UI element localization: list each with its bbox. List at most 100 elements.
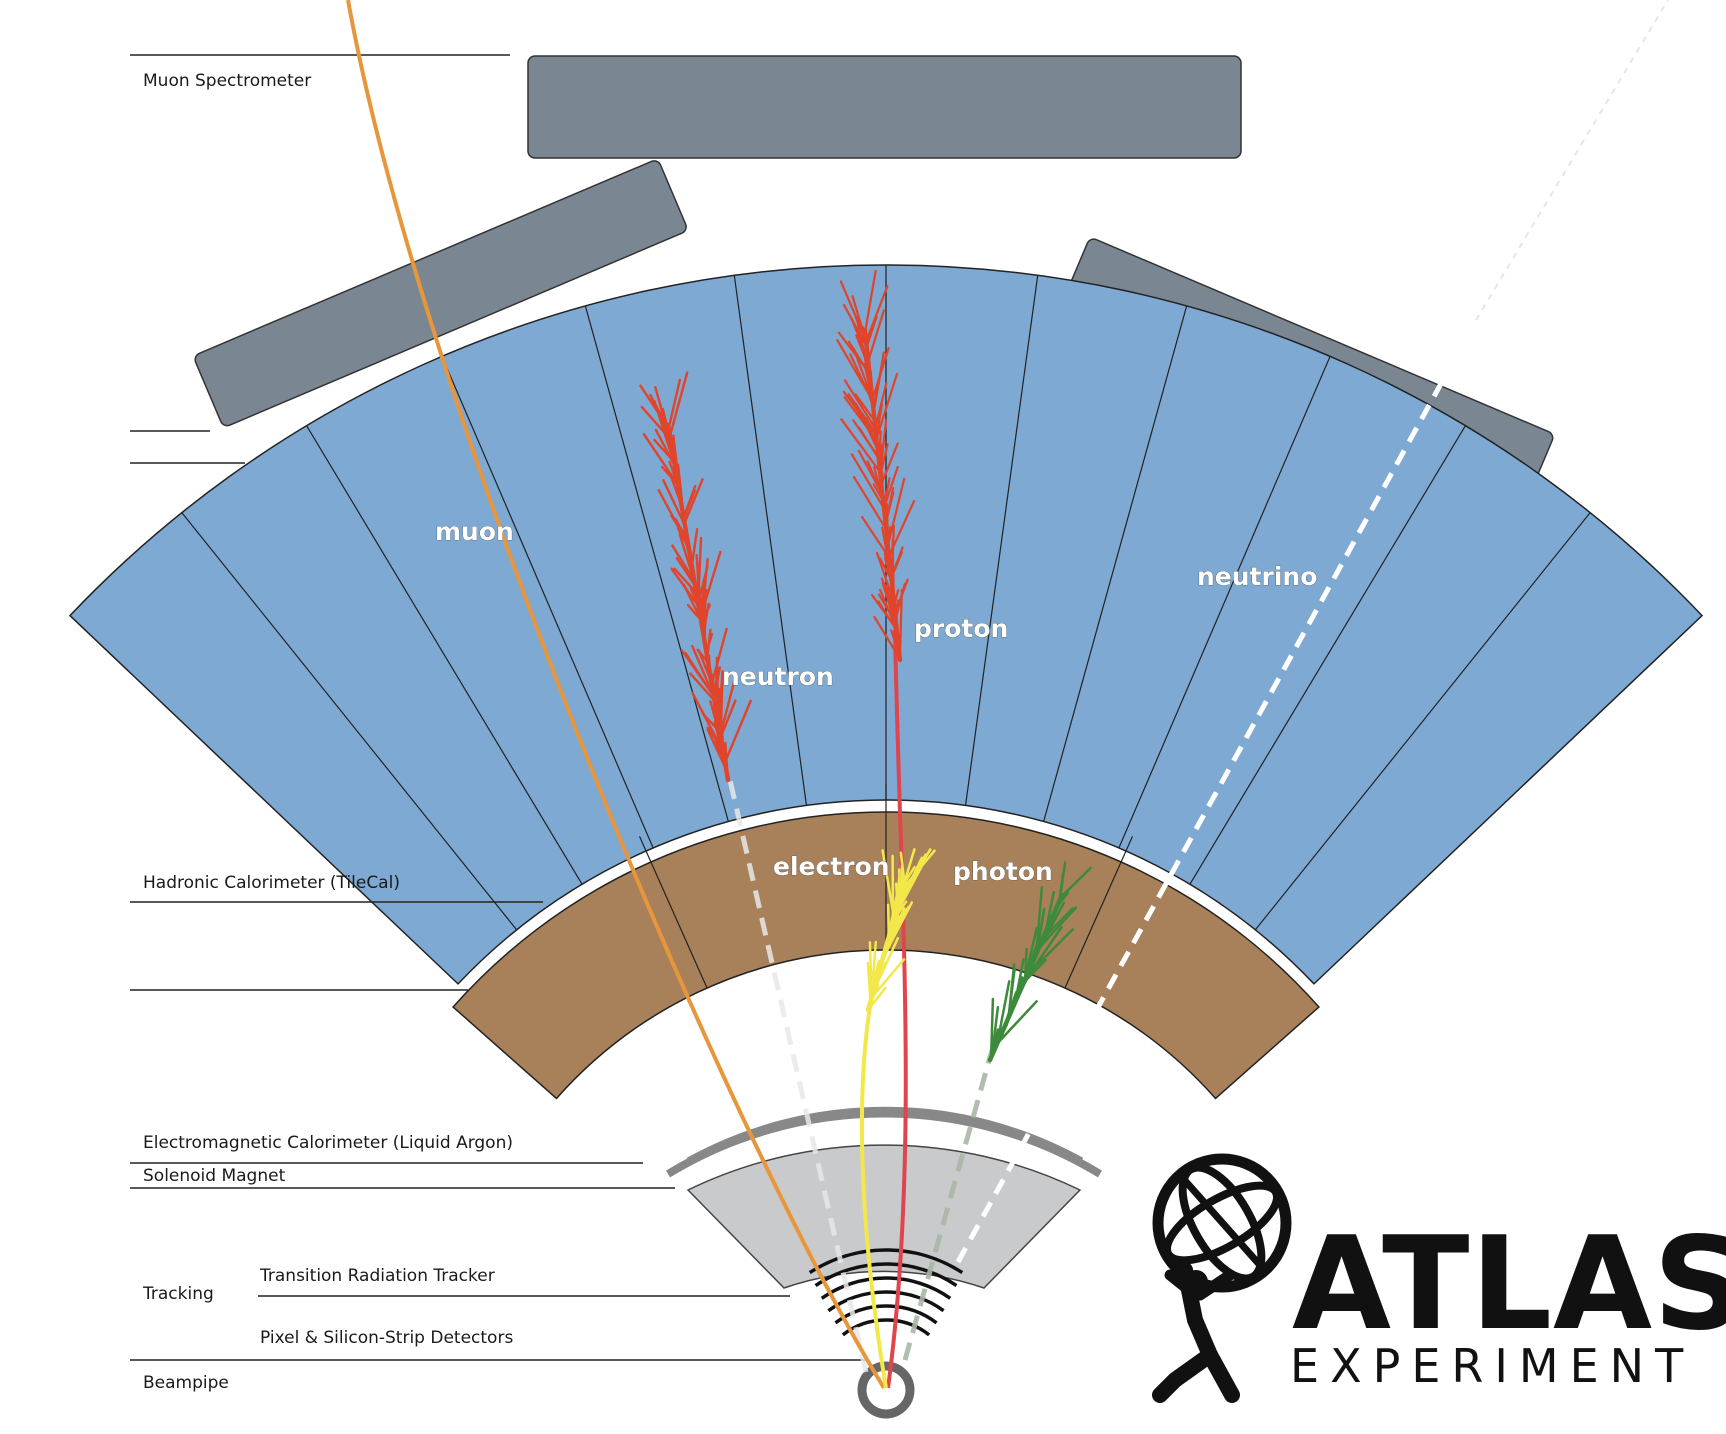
- photon-shower: [1035, 886, 1044, 956]
- neutron-shower: [653, 438, 676, 464]
- photon-shower: [996, 980, 1011, 1045]
- proton-shower: [864, 269, 877, 333]
- proton-shower: [880, 442, 899, 486]
- proton-shower: [871, 594, 898, 631]
- particle-showers: [639, 269, 1092, 1063]
- silicon-layer: [827, 1290, 945, 1313]
- neutron-shower: [642, 432, 680, 487]
- atlas-logo: ATLAS EXPERIMENT: [1152, 1153, 1726, 1403]
- proton-shower: [887, 499, 916, 558]
- proton-shower-core: [862, 327, 903, 663]
- leader-lines: [130, 54, 866, 1361]
- proton-shower: [850, 453, 885, 510]
- photon-neutral-track: [902, 1049, 995, 1361]
- label-solenoid: Solenoid Magnet: [143, 1166, 286, 1186]
- particle-labels: muon neutron proton neutrino electron ph…: [435, 517, 1318, 887]
- muon-track: [346, 0, 886, 1390]
- hadronic-cell-divider: [733, 275, 808, 806]
- proton-shower: [854, 402, 879, 451]
- hadronic-cell-divider: [441, 356, 654, 849]
- proton-shower: [839, 280, 868, 342]
- electron-shower-core: [865, 877, 908, 1013]
- hadronic-cell-divider: [1254, 512, 1591, 931]
- proton-shower: [840, 418, 882, 473]
- transition-radiation-tracker: [686, 1144, 1082, 1289]
- proton-shower: [843, 379, 877, 430]
- proton-shower: [886, 477, 906, 547]
- pixel-silicon-strip-detectors: [808, 1248, 964, 1337]
- proton-shower: [852, 475, 888, 531]
- beampipe: [857, 1361, 915, 1419]
- label-tracking: Tracking: [142, 1284, 214, 1304]
- neutron-shower: [683, 478, 704, 525]
- neutron-shower: [719, 699, 737, 739]
- em-cell-divider: [638, 836, 708, 989]
- silicon-layer: [841, 1318, 931, 1337]
- em-calorimeter-body: [452, 811, 1320, 1100]
- atlas-titan-globe-icon: [1152, 1153, 1292, 1403]
- proton-shower: [836, 339, 874, 402]
- neutron-shower: [689, 672, 716, 702]
- neutron-shower: [662, 479, 687, 527]
- hadronic-cell-divider: [1118, 356, 1331, 849]
- solenoid-magnet: [665, 1109, 1103, 1178]
- proton-track: [886, 629, 908, 1389]
- neutron-shower: [675, 556, 697, 587]
- label-em-calorimeter: Electromagnetic Calorimeter (Liquid Argo…: [143, 1133, 513, 1153]
- hadronic-cell-divider: [1043, 305, 1188, 822]
- label-pixel: Pixel & Silicon-Strip Detectors: [260, 1328, 513, 1348]
- silicon-layer: [814, 1262, 958, 1287]
- proton-shower: [854, 393, 876, 422]
- proton-shower: [890, 546, 904, 579]
- neutrino-track-extension: [1475, 0, 1669, 321]
- label-muon: muon: [435, 517, 514, 546]
- particle-tracks: [346, 0, 1669, 1390]
- hadronic-cell-divider: [306, 425, 583, 885]
- label-proton: proton: [914, 614, 1008, 643]
- label-photon: photon: [953, 857, 1053, 886]
- photon-shower: [995, 1000, 1038, 1045]
- neutron-shower: [668, 371, 689, 438]
- photon-shower: [1037, 906, 1078, 950]
- label-neutron: neutron: [722, 662, 834, 691]
- proton-shower: [874, 382, 888, 429]
- proton-shower: [871, 346, 890, 401]
- proton-shower: [865, 285, 889, 343]
- neutron-neutral-track: [727, 779, 869, 1373]
- photon-shower-core: [987, 892, 1065, 1063]
- photon-shower: [990, 1006, 1000, 1057]
- hadronic-cell-divider: [181, 512, 518, 931]
- detector-labels: Muon Spectrometer Hadronic Calorimeter (…: [142, 71, 513, 1393]
- proton-shower: [852, 419, 880, 459]
- neutron-shower: [667, 378, 682, 430]
- proton-shower: [867, 309, 885, 363]
- neutron-shower: [671, 544, 696, 583]
- neutron-shower: [657, 488, 690, 547]
- muon-chamber-left: [194, 160, 687, 427]
- hadronic-cell-divider: [964, 275, 1039, 806]
- label-trt: Transition Radiation Tracker: [259, 1266, 495, 1286]
- photon-shower: [1025, 928, 1074, 977]
- proton-shower: [873, 615, 901, 660]
- neutron-shower: [710, 627, 728, 686]
- label-neutrino: neutrino: [1197, 562, 1317, 591]
- neutron-shower: [680, 648, 715, 698]
- photon-shower: [1007, 963, 1016, 1019]
- neutron-shower-core: [665, 422, 731, 783]
- proton-shower: [875, 372, 899, 440]
- neutron-shower: [723, 699, 752, 764]
- silicon-layer: [820, 1276, 952, 1300]
- proton-shower: [857, 449, 884, 496]
- photon-shower: [1041, 907, 1074, 940]
- hadronic-cell-divider: [1189, 425, 1466, 885]
- silicon-layer: [834, 1304, 938, 1325]
- neutrino-track: [955, 318, 1479, 1264]
- logo-title: ATLAS: [1292, 1210, 1726, 1359]
- hadronic-calorimeter: [68, 264, 1704, 985]
- hadronic-cell-divider: [584, 305, 729, 822]
- neutron-shower: [682, 484, 697, 519]
- muon-chamber-top: [527, 55, 1242, 159]
- logo-subtitle: EXPERIMENT: [1290, 1339, 1694, 1393]
